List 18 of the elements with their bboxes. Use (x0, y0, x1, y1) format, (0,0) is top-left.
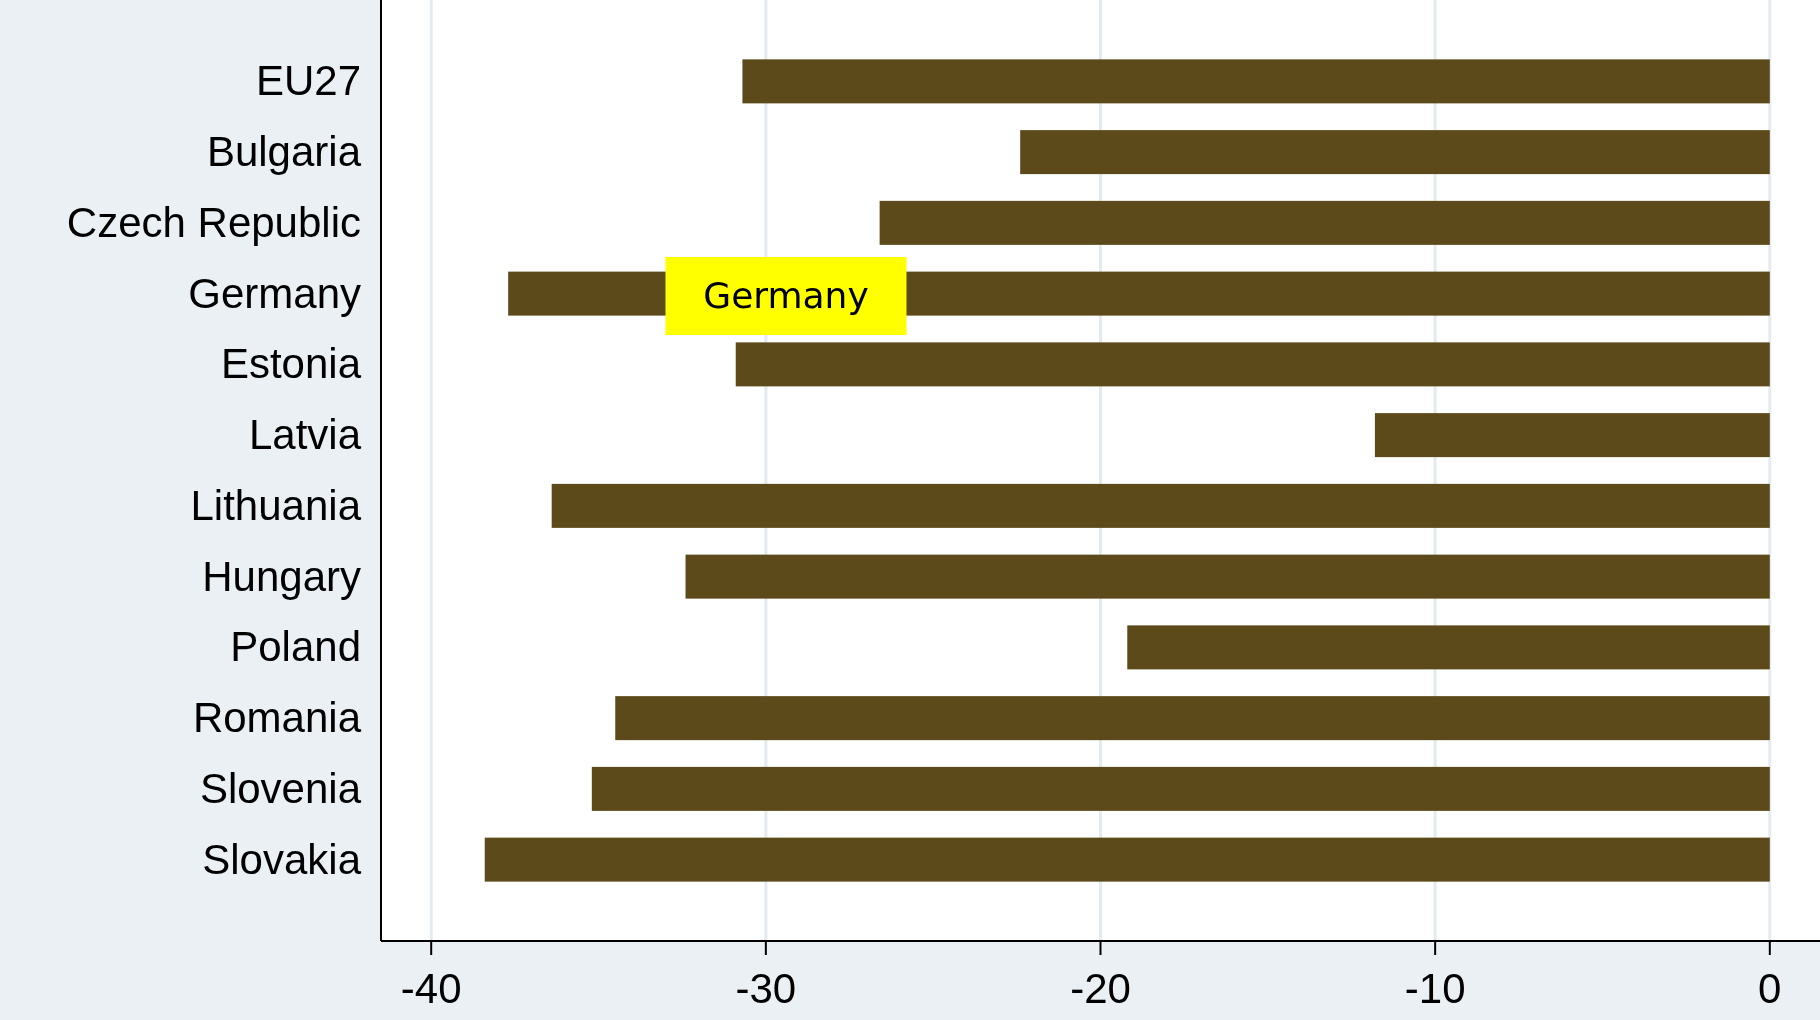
x-tick-label: 0 (1758, 965, 1782, 1012)
y-tick-label: Estonia (220, 340, 362, 388)
y-tick-label: Poland (230, 623, 361, 671)
y-tick-label: Germany (188, 269, 361, 317)
y-tick-label: Lithuania (190, 481, 362, 529)
y-tick-label: Hungary (202, 552, 361, 600)
y-tick-label: Bulgaria (206, 128, 362, 176)
x-tick-label: -10 (1404, 965, 1466, 1012)
x-tick-label: -30 (735, 965, 797, 1012)
y-tick-label: Czech Republic (66, 198, 361, 246)
x-tick-label: -20 (1070, 965, 1131, 1012)
y-tick-label: Romania (192, 694, 362, 742)
x-tick-label: -40 (400, 965, 462, 1012)
y-tick-label: Latvia (248, 411, 362, 459)
annotation: Germany (703, 275, 869, 316)
y-tick-label: EU27 (255, 57, 361, 105)
y-tick-label: Slovakia (202, 835, 362, 883)
y-tick-label: Slovenia (199, 764, 362, 812)
